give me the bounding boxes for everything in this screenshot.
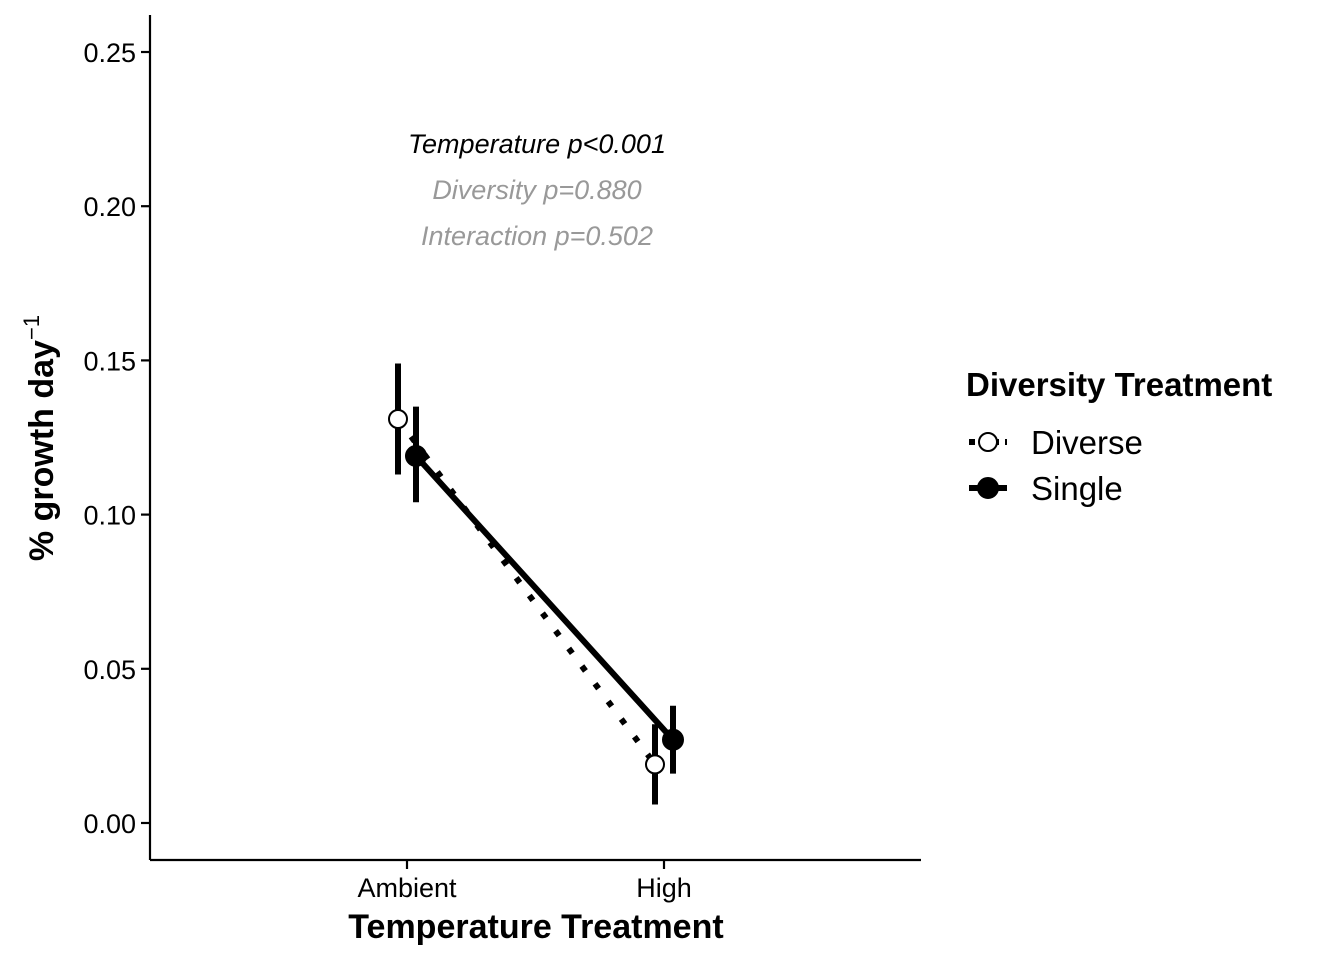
data-point-single xyxy=(662,728,684,751)
x-axis-ticks: Ambient High xyxy=(357,860,692,903)
series-line-diverse xyxy=(395,417,658,767)
diversity-p-annotation: Diversity p=0.880 xyxy=(432,175,641,205)
legend-item-diverse: Diverse xyxy=(969,424,1143,461)
interaction-p-annotation: Interaction p=0.502 xyxy=(421,221,653,251)
legend-label-diverse: Diverse xyxy=(1031,424,1143,461)
series-line-single xyxy=(413,453,676,742)
y-axis-title-text: % growth day xyxy=(23,340,61,561)
y-axis-title-superscript: −1 xyxy=(19,315,44,340)
legend-key-diverse-marker xyxy=(978,432,998,452)
x-axis-title: Temperature Treatment xyxy=(348,908,723,946)
legend-key-single-marker xyxy=(977,477,999,499)
y-tick-label: 0.05 xyxy=(83,655,136,685)
y-tick-label: 0.15 xyxy=(83,346,136,376)
legend: Diversity Treatment Diverse Single xyxy=(966,366,1272,507)
y-tick-label: 0.20 xyxy=(83,192,136,222)
y-axis-title: % growth day−1 xyxy=(19,315,61,561)
plot-marks xyxy=(388,363,684,805)
data-point-single xyxy=(405,445,427,468)
legend-item-single: Single xyxy=(969,470,1123,507)
temperature-p-annotation: Temperature p<0.001 xyxy=(408,129,666,159)
y-axis-ticks: 0.00 0.05 0.10 0.15 0.20 0.25 xyxy=(83,38,150,839)
y-tick-label: 0.10 xyxy=(83,501,136,531)
x-tick-label: Ambient xyxy=(357,873,457,903)
data-point-diverse xyxy=(388,408,408,429)
legend-title: Diversity Treatment xyxy=(966,366,1272,403)
y-tick-label: 0.00 xyxy=(83,809,136,839)
data-point-diverse xyxy=(645,754,665,775)
y-tick-label: 0.25 xyxy=(83,38,136,68)
x-tick-label: High xyxy=(636,873,692,903)
legend-label-single: Single xyxy=(1031,470,1123,507)
